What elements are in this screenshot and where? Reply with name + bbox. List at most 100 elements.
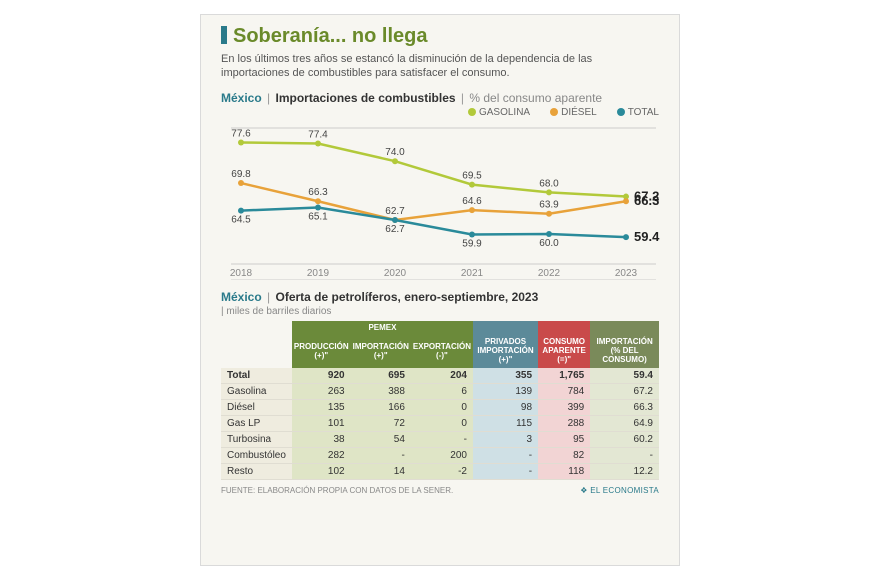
infographic-panel: Soberanía... no llega En los últimos tre…	[200, 14, 680, 566]
table-row: Gasolina263388613978467.2	[221, 383, 659, 399]
svg-text:66.3: 66.3	[634, 193, 659, 208]
table-row: Diésel13516609839966.3	[221, 399, 659, 415]
cell: 54	[351, 431, 411, 447]
svg-text:2021: 2021	[461, 268, 484, 279]
page: Soberanía... no llega En los últimos tre…	[0, 0, 870, 580]
cell: -	[411, 431, 473, 447]
cell: 12.2	[590, 463, 659, 479]
svg-text:65.1: 65.1	[308, 211, 328, 222]
point	[392, 217, 398, 223]
cell: 784	[538, 383, 590, 399]
cell: -	[351, 447, 411, 463]
row-name: Gasolina	[221, 383, 292, 399]
table-country: México	[221, 290, 262, 304]
point	[469, 207, 475, 213]
cell: -	[590, 447, 659, 463]
table-row: Combustóleo282-200-82-	[221, 447, 659, 463]
column-group	[590, 321, 659, 336]
column-header	[221, 335, 292, 367]
svg-text:59.9: 59.9	[462, 238, 482, 249]
series-total	[241, 207, 626, 237]
column-group: PEMEX	[292, 321, 473, 336]
cell: 95	[538, 431, 590, 447]
title-accent	[221, 26, 227, 44]
legend-dot	[617, 108, 625, 116]
svg-text:59.4: 59.4	[634, 229, 660, 244]
column-header: CONSUMO APARENTE(=)"	[538, 335, 590, 367]
column-header: EXPORTACIÓN(-)"	[411, 335, 473, 367]
svg-text:62.7: 62.7	[385, 224, 405, 235]
column-header: IMPORTACIÓN(+)"	[351, 335, 411, 367]
svg-text:77.4: 77.4	[308, 129, 328, 140]
svg-text:63.9: 63.9	[539, 199, 559, 210]
point	[623, 234, 629, 240]
column-group	[473, 321, 538, 336]
cell: -2	[411, 463, 473, 479]
svg-text:68.0: 68.0	[539, 178, 559, 189]
cell: 399	[538, 399, 590, 415]
row-name: Diésel	[221, 399, 292, 415]
point	[546, 231, 552, 237]
row-name: Gas LP	[221, 415, 292, 431]
cell: 101	[292, 415, 351, 431]
svg-text:2022: 2022	[538, 268, 561, 279]
svg-text:74.0: 74.0	[385, 147, 405, 158]
cell: 3	[473, 431, 538, 447]
point	[469, 231, 475, 237]
row-name: Combustóleo	[221, 447, 292, 463]
cell: 60.2	[590, 431, 659, 447]
series-diesel	[241, 183, 626, 220]
point	[315, 204, 321, 210]
chart-desc: Importaciones de combustibles	[276, 91, 456, 105]
cell: -	[473, 463, 538, 479]
legend-dot	[468, 108, 476, 116]
cell: 388	[351, 383, 411, 399]
cell: 14	[351, 463, 411, 479]
cell: 82	[538, 447, 590, 463]
column-group	[221, 321, 292, 336]
point	[315, 198, 321, 204]
cell: 118	[538, 463, 590, 479]
point	[546, 189, 552, 195]
cell: 166	[351, 399, 411, 415]
page-title: Soberanía... no llega	[221, 25, 659, 48]
svg-text:64.6: 64.6	[462, 196, 482, 207]
point	[238, 180, 244, 186]
svg-text:2020: 2020	[384, 268, 407, 279]
legend-item-gasolina: GASOLINA	[458, 107, 530, 118]
cell: 263	[292, 383, 351, 399]
cell: 66.3	[590, 399, 659, 415]
table-desc: Oferta de petrolíferos, enero-septiembre…	[276, 290, 539, 304]
source-line: FUENTE: ELABORACIÓN PROPIA CON DATOS DE …	[221, 486, 453, 495]
row-name: Resto	[221, 463, 292, 479]
svg-text:2018: 2018	[230, 268, 253, 279]
cell: 6	[411, 383, 473, 399]
point	[238, 207, 244, 213]
cell: 38	[292, 431, 351, 447]
column-header: IMPORTACIÓN (% DEL CONSUMO)	[590, 335, 659, 367]
cell: 282	[292, 447, 351, 463]
svg-text:77.6: 77.6	[231, 128, 251, 139]
legend-item-total: TOTAL	[607, 107, 659, 118]
point	[238, 139, 244, 145]
table-unit: | miles de barriles diarios	[221, 306, 659, 317]
svg-text:64.5: 64.5	[231, 214, 251, 225]
cell: 200	[411, 447, 473, 463]
table-row: Resto10214-2-11812.2	[221, 463, 659, 479]
cell: 64.9	[590, 415, 659, 431]
chart-legend: GASOLINADIÉSELTOTAL	[221, 107, 659, 118]
cell: 102	[292, 463, 351, 479]
cell: -	[473, 447, 538, 463]
svg-text:2023: 2023	[615, 268, 638, 279]
cell: 59.4	[590, 368, 659, 384]
cell: 115	[473, 415, 538, 431]
svg-text:69.8: 69.8	[231, 169, 251, 180]
point	[469, 181, 475, 187]
svg-text:62.7: 62.7	[385, 206, 405, 217]
cell: 355	[473, 368, 538, 384]
series-gasolina	[241, 142, 626, 196]
cell: 695	[351, 368, 411, 384]
row-name: Total	[221, 368, 292, 384]
chart-country: México	[221, 91, 262, 105]
svg-text:69.5: 69.5	[462, 170, 482, 181]
